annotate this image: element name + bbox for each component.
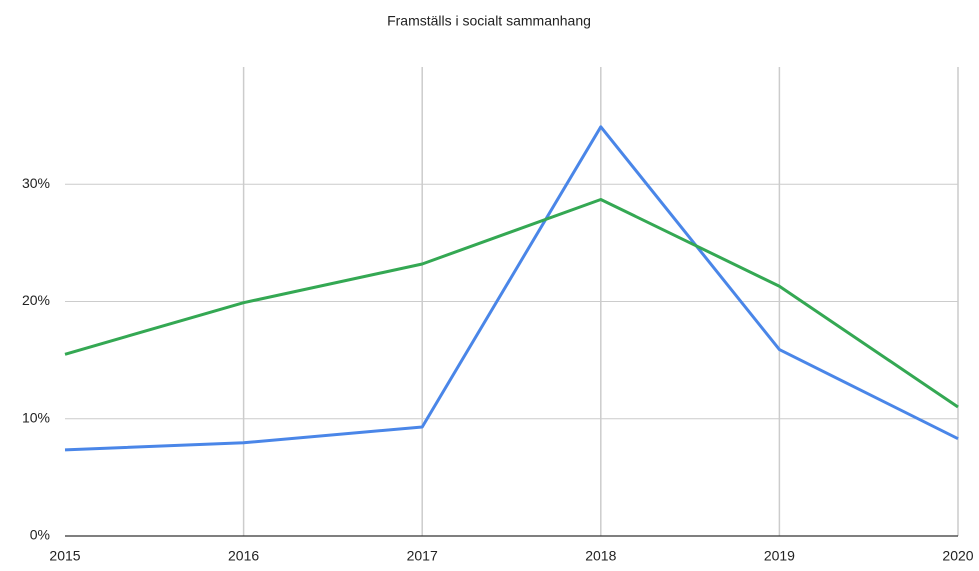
x-tick-label: 2018: [585, 548, 616, 564]
series-line: [64, 125, 959, 452]
y-tick-label: 20%: [22, 292, 50, 308]
x-tick-label: 2015: [49, 548, 80, 564]
series-line: [64, 197, 959, 409]
y-tick-label: 30%: [22, 175, 50, 191]
x-tick-label: 2020: [942, 548, 973, 564]
y-tick-label: 0%: [30, 527, 50, 543]
chart-title: Framställs i socialt sammanhang: [387, 13, 591, 29]
x-tick-label: 2016: [228, 548, 259, 564]
x-tick-label: 2019: [764, 548, 795, 564]
x-tick-label: 2017: [407, 548, 438, 564]
y-tick-label: 10%: [22, 409, 50, 425]
